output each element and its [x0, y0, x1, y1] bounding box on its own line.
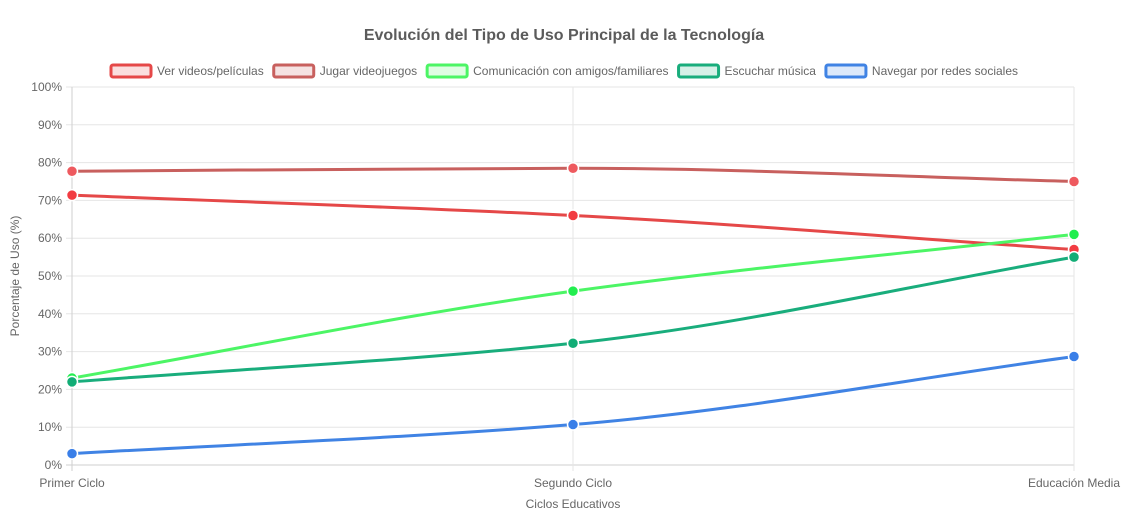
legend-swatch [425, 63, 469, 79]
x-tick-label: Segundo Ciclo [534, 476, 612, 490]
y-tick-label: 40% [38, 307, 62, 321]
legend-swatch [109, 63, 153, 79]
y-tick-label: 10% [38, 420, 62, 434]
legend-label: Escuchar música [725, 64, 817, 78]
data-point [65, 447, 79, 460]
chart-grid [66, 86, 1075, 471]
x-tick-label: Primer Ciclo [39, 476, 105, 490]
data-point [65, 188, 79, 202]
legend-swatch [272, 63, 316, 79]
chart-series [65, 162, 1081, 460]
y-tick-label: 30% [38, 345, 62, 359]
chart-title: Evolución del Tipo de Uso Principal de l… [364, 27, 764, 44]
legend-label: Navegar por redes sociales [872, 64, 1018, 78]
series-3 [65, 250, 1081, 389]
series-0 [65, 188, 1081, 256]
data-point [566, 337, 580, 350]
data-point [566, 162, 580, 175]
legend-item: Jugar videojuegos [272, 63, 417, 79]
y-axis-ticks: 0% 10% 20% 30% 40% 50% 60% 70% 80% 90% 100% [31, 80, 62, 472]
legend-item: Ver videos/películas [109, 63, 264, 79]
legend-item: Navegar por redes sociales [824, 63, 1018, 79]
legend-label: Ver videos/películas [157, 64, 264, 78]
legend-label: Jugar videojuegos [320, 64, 417, 78]
y-tick-label: 0% [45, 458, 63, 472]
legend-swatch [824, 63, 868, 79]
legend-swatch [677, 63, 721, 79]
y-tick-label: 70% [38, 193, 62, 207]
y-tick-label: 60% [38, 231, 62, 245]
data-point [65, 165, 79, 178]
x-axis-ticks: Primer Ciclo Segundo Ciclo Educación Media [39, 476, 1120, 490]
series-1 [65, 162, 1081, 188]
legend-label: Comunicación con amigos/familiares [473, 64, 668, 78]
data-point [65, 375, 79, 389]
y-tick-label: 90% [38, 118, 62, 132]
y-axis-label: Porcentaje de Uso (%) [8, 216, 22, 337]
y-tick-label: 80% [38, 156, 62, 170]
y-tick-label: 50% [38, 269, 62, 283]
data-point [566, 209, 580, 222]
legend-item: Comunicación con amigos/familiares [425, 63, 669, 79]
chart-legend: Ver videos/películas Jugar videojuegos Com… [109, 63, 1018, 79]
data-point [566, 284, 580, 298]
data-point [566, 418, 580, 431]
y-tick-label: 100% [31, 80, 62, 94]
y-tick-label: 20% [38, 382, 62, 396]
legend-item: Escuchar música [677, 63, 817, 79]
x-tick-label: Educación Media [1028, 476, 1120, 490]
data-point [1067, 175, 1081, 188]
data-point [1067, 350, 1081, 363]
data-point [1067, 250, 1081, 264]
series-4 [65, 350, 1081, 460]
data-point [1067, 228, 1081, 241]
x-axis-label: Ciclos Educativos [526, 497, 621, 511]
